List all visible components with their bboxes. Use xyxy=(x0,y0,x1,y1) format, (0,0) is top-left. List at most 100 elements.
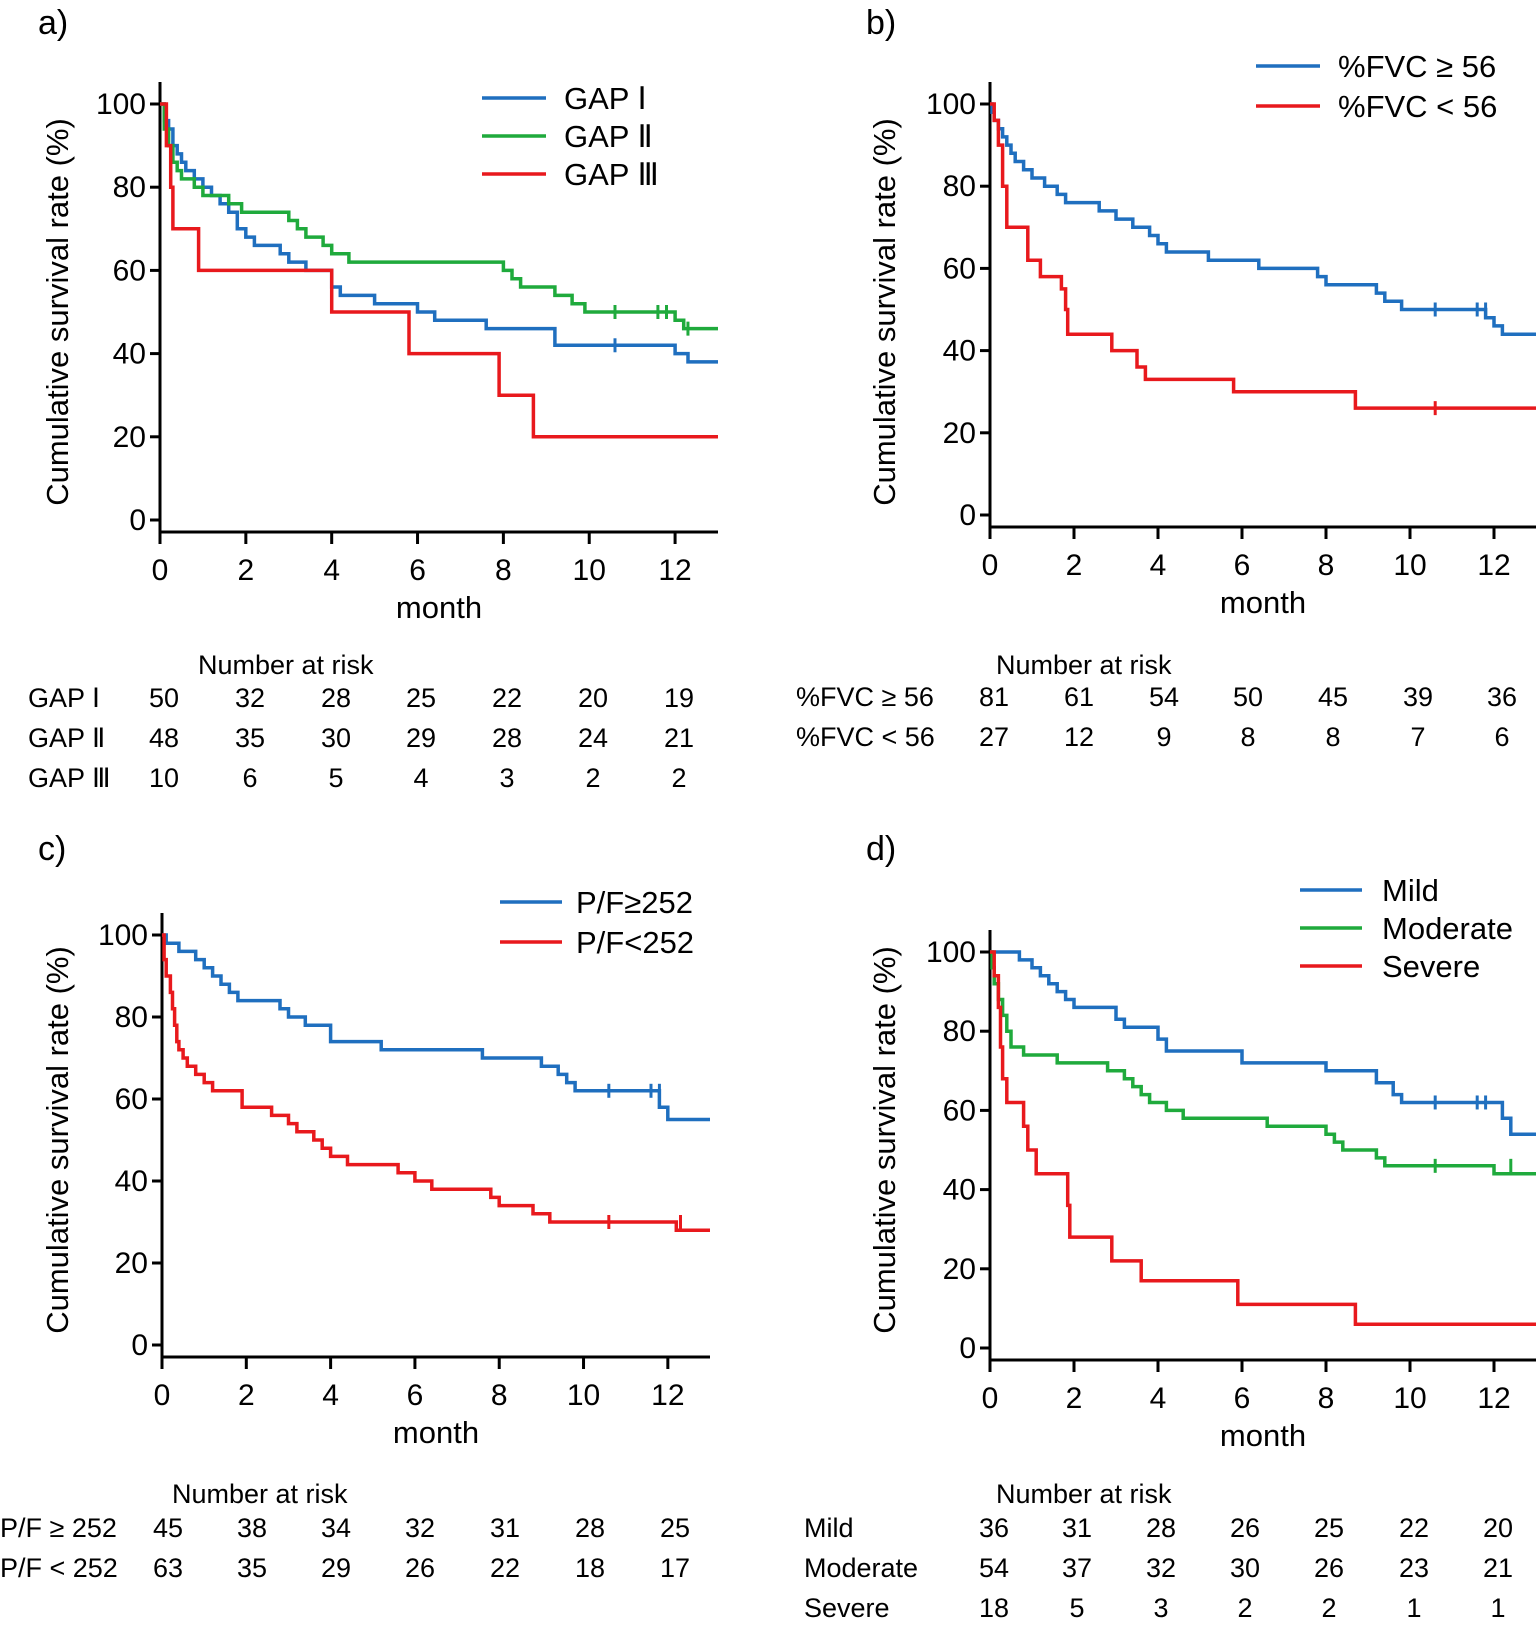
risk-value: 1 xyxy=(1490,1593,1505,1623)
series-line-mild xyxy=(990,950,1536,1136)
risk-row-label: Severe xyxy=(804,1593,890,1623)
y-tick-label: 20 xyxy=(113,421,146,454)
y-tick-label: 80 xyxy=(113,171,146,204)
series-line-gap- xyxy=(160,102,718,439)
risk-value: 5 xyxy=(328,763,343,793)
axes xyxy=(988,82,1536,529)
risk-value: 22 xyxy=(1399,1513,1429,1543)
axes xyxy=(988,930,1536,1362)
y-tick-label: 60 xyxy=(113,254,146,287)
risk-row-label: %FVC < 56 xyxy=(796,722,935,752)
risk-value: 21 xyxy=(664,723,694,753)
risk-value: 45 xyxy=(1318,682,1348,712)
risk-row-label: GAP Ⅰ xyxy=(28,683,100,713)
risk-row-label: Moderate xyxy=(804,1553,918,1583)
risk-value: 35 xyxy=(235,723,265,753)
risk-value: 22 xyxy=(492,683,522,713)
risk-value: 4 xyxy=(413,763,428,793)
risk-value: 36 xyxy=(1487,682,1517,712)
risk-value: 5 xyxy=(1069,1593,1084,1623)
x-tick-label: 8 xyxy=(1318,1382,1335,1415)
y-tick-label: 40 xyxy=(113,338,146,371)
x-tick-label: 8 xyxy=(491,1379,508,1412)
risk-value: 26 xyxy=(1314,1553,1344,1583)
risk-value: 54 xyxy=(1149,682,1179,712)
risk-value: 24 xyxy=(578,723,608,753)
panel-label: c) xyxy=(38,830,66,868)
y-axis-title: Cumulative survival rate (%) xyxy=(40,118,75,506)
risk-value: 28 xyxy=(575,1513,605,1543)
panel-c: c) 0 20 40 60 80 100 0 2 4 6 8 10 12 month Cumulative s… xyxy=(0,830,710,1583)
series-line--fvc-56 xyxy=(990,102,1536,410)
risk-value: 45 xyxy=(153,1513,183,1543)
risk-value: 36 xyxy=(979,1513,1009,1543)
y-tick-label: 60 xyxy=(115,1083,148,1116)
risk-value: 50 xyxy=(149,683,179,713)
y-tick-label: 80 xyxy=(943,1015,976,1048)
risk-value: 6 xyxy=(1494,722,1509,752)
risk-value: 26 xyxy=(1230,1513,1260,1543)
risk-value: 81 xyxy=(979,682,1009,712)
risk-value: 18 xyxy=(979,1593,1009,1623)
y-tick-label: 20 xyxy=(943,417,976,450)
risk-row-label: P/F < 252 xyxy=(0,1553,118,1583)
x-tick-label: 6 xyxy=(1234,1382,1251,1415)
risk-value: 8 xyxy=(1325,722,1340,752)
risk-value: 19 xyxy=(664,683,694,713)
x-tick-label: 12 xyxy=(1477,549,1510,582)
y-tick-label: 100 xyxy=(96,88,146,121)
x-axis-title: month xyxy=(393,1415,479,1450)
series-line-gap- xyxy=(160,102,718,364)
x-tick-label: 2 xyxy=(1066,1382,1083,1415)
series-line-p-f-252 xyxy=(162,933,710,1122)
series-line-gap- xyxy=(160,102,718,331)
y-tick-label: 100 xyxy=(98,919,148,952)
x-tick-label: 8 xyxy=(495,554,512,587)
risk-value: 48 xyxy=(149,723,179,753)
panel-label: a) xyxy=(38,4,68,42)
risk-value: 17 xyxy=(660,1553,690,1583)
y-tick-label: 40 xyxy=(943,335,976,368)
y-axis-title: Cumulative survival rate (%) xyxy=(867,946,902,1334)
risk-row-label: Mild xyxy=(804,1513,854,1543)
risk-value: 26 xyxy=(405,1553,435,1583)
risk-value: 39 xyxy=(1403,682,1433,712)
legend-label: %FVC < 56 xyxy=(1338,89,1497,124)
panel-label: d) xyxy=(866,830,896,868)
y-tick-label: 100 xyxy=(926,936,976,969)
risk-value: 21 xyxy=(1483,1553,1513,1583)
risk-value: 2 xyxy=(1237,1593,1252,1623)
x-tick-label: 10 xyxy=(567,1379,600,1412)
legend-label: GAP Ⅲ xyxy=(564,157,659,192)
panel-b: b) 0 20 40 60 80 100 0 2 4 6 8 10 12 month Cumulative s… xyxy=(796,4,1536,752)
risk-row-label: GAP Ⅲ xyxy=(28,763,111,793)
panel-label: b) xyxy=(866,4,896,42)
risk-table-title: Number at risk xyxy=(996,650,1172,680)
risk-value: 1 xyxy=(1406,1593,1421,1623)
risk-value: 10 xyxy=(149,763,179,793)
risk-row-label: P/F ≥ 252 xyxy=(0,1513,117,1543)
risk-value: 29 xyxy=(406,723,436,753)
x-axis-title: month xyxy=(396,590,482,625)
x-tick-label: 6 xyxy=(1234,549,1251,582)
risk-value: 31 xyxy=(490,1513,520,1543)
legend-label: GAP Ⅱ xyxy=(564,119,653,154)
x-tick-label: 0 xyxy=(154,1379,171,1412)
x-tick-label: 4 xyxy=(322,1379,339,1412)
y-tick-label: 100 xyxy=(926,88,976,121)
risk-table-title: Number at risk xyxy=(996,1479,1172,1509)
risk-value: 7 xyxy=(1410,722,1425,752)
y-tick-label: 40 xyxy=(115,1165,148,1198)
x-axis-title: month xyxy=(1220,585,1306,620)
risk-value: 25 xyxy=(660,1513,690,1543)
x-tick-label: 4 xyxy=(323,554,340,587)
x-tick-label: 0 xyxy=(152,554,169,587)
x-tick-label: 4 xyxy=(1150,549,1167,582)
risk-value: 12 xyxy=(1064,722,1094,752)
risk-value: 25 xyxy=(1314,1513,1344,1543)
series-line-p-f-252 xyxy=(162,933,710,1232)
x-tick-label: 2 xyxy=(1066,549,1083,582)
risk-value: 8 xyxy=(1240,722,1255,752)
